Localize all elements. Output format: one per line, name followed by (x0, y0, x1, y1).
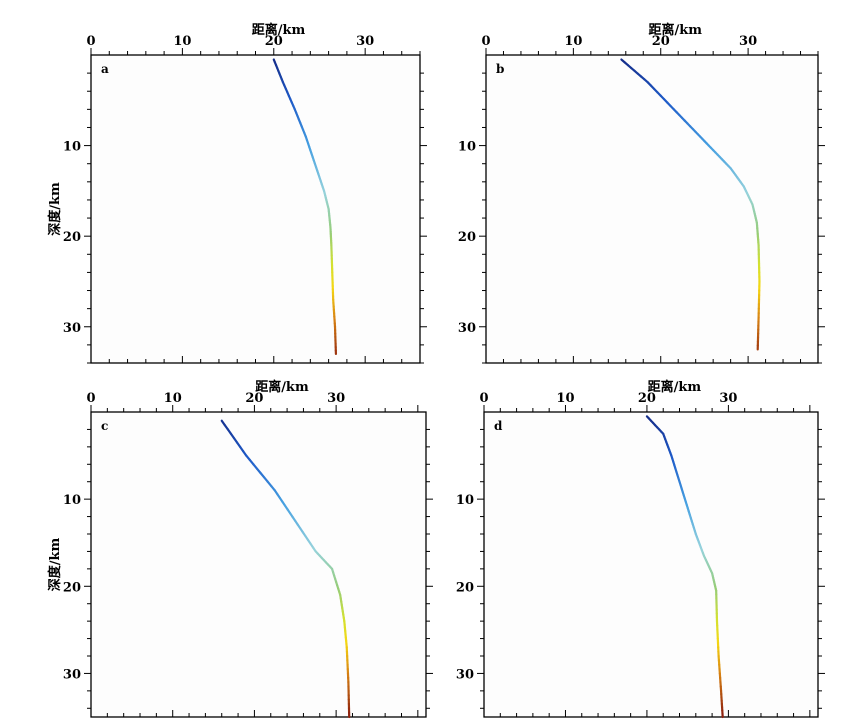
y-tick-label: 10 (63, 140, 81, 155)
x-axis-title: 距离/km (648, 22, 702, 38)
x-tick-label: 20 (638, 391, 656, 406)
x-tick-label: 30 (356, 34, 374, 49)
x-tick-label: 30 (327, 391, 345, 406)
y-tick-label: 20 (63, 230, 81, 245)
plot-frame (90, 54, 421, 364)
panel-a: 0 10 20 30 10 20 30 距离/km 深度/km a (47, 22, 427, 364)
x-tick-label: 0 (479, 391, 488, 406)
x-tick-label: 20 (265, 34, 283, 49)
plot-frame (90, 411, 427, 718)
panel-label: b (496, 62, 504, 76)
x-axis-title: 距离/km (648, 379, 702, 395)
x-axis-title: 距离/km (255, 379, 309, 395)
x-tick-label: 10 (164, 391, 182, 406)
y-tick-label: 30 (458, 321, 476, 336)
panel-label: a (101, 62, 109, 76)
x-axis-title: 距离/km (252, 22, 306, 38)
panel-b: 0 10 20 30 10 20 30 距离/km b (458, 22, 825, 364)
y-tick-label: 30 (63, 321, 81, 336)
y-tick-label: 30 (456, 667, 474, 682)
series-line (220, 419, 351, 719)
y-tick-label: 30 (63, 667, 81, 682)
y-tick-label: 20 (456, 580, 474, 595)
panel-label: c (101, 419, 108, 433)
x-tick-label: 0 (86, 391, 95, 406)
series-line (620, 58, 761, 351)
x-tick-label: 0 (86, 34, 95, 49)
y-tick-label: 10 (456, 493, 474, 508)
x-tick-label: 10 (564, 34, 582, 49)
y-tick-label: 10 (63, 493, 81, 508)
x-tick-label: 20 (652, 34, 670, 49)
x-tick-label: 30 (739, 34, 757, 49)
plot-frame (485, 54, 819, 364)
panel-label: d (494, 419, 503, 433)
series-line (645, 415, 724, 719)
plot-frame (483, 411, 819, 718)
panel-c: 0 10 20 30 10 20 30 距离/km 深度/km c (47, 379, 433, 719)
y-axis-title: 深度/km (47, 182, 63, 236)
x-tick-label: 20 (245, 391, 263, 406)
panel-d: 0 10 20 30 10 20 30 距离/km d (456, 379, 825, 719)
y-axis-title: 深度/km (47, 538, 63, 592)
y-tick-label: 10 (458, 140, 476, 155)
x-tick-label: 30 (719, 391, 737, 406)
series-line (272, 58, 338, 356)
y-tick-label: 20 (458, 230, 476, 245)
x-tick-label: 10 (556, 391, 574, 406)
x-tick-label: 10 (173, 34, 191, 49)
x-tick-label: 0 (481, 34, 490, 49)
y-tick-label: 20 (63, 580, 81, 595)
